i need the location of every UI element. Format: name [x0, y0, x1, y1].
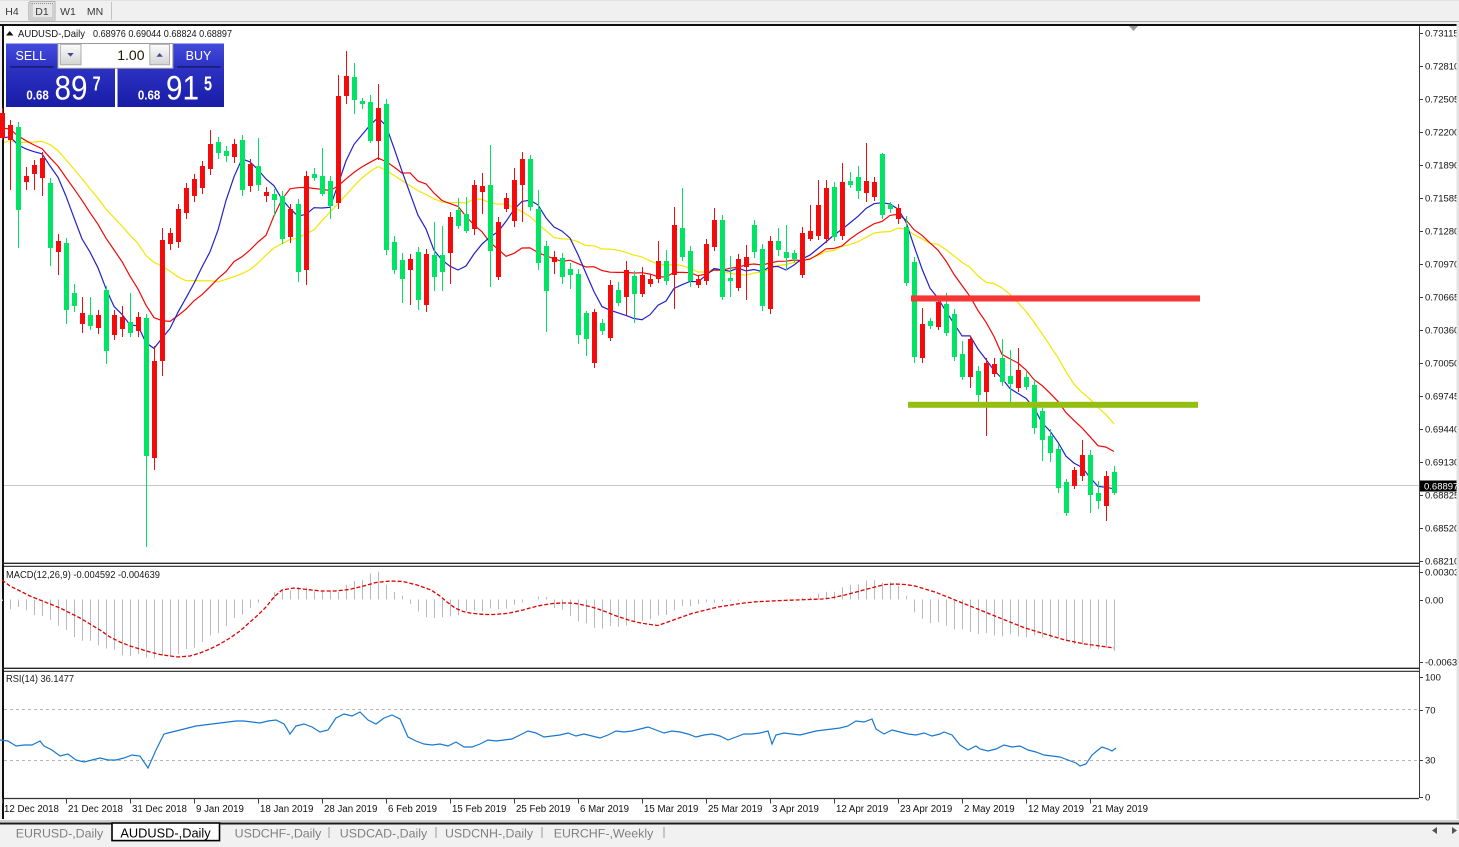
svg-text:RSI(14) 36.1477: RSI(14) 36.1477 — [6, 674, 74, 685]
svg-text:0.70970: 0.70970 — [1425, 260, 1459, 271]
svg-text:25 Mar 2019: 25 Mar 2019 — [708, 804, 762, 815]
svg-text:7: 7 — [93, 73, 101, 95]
svg-text:MN: MN — [87, 6, 103, 18]
svg-text:D1: D1 — [35, 6, 49, 18]
svg-text:2 May 2019: 2 May 2019 — [964, 804, 1015, 815]
svg-text:0.68: 0.68 — [138, 89, 160, 103]
svg-text:0.73115: 0.73115 — [1425, 29, 1459, 40]
svg-text:91: 91 — [166, 70, 199, 108]
svg-text:0.00: 0.00 — [1425, 596, 1444, 607]
svg-text:6 Mar 2019: 6 Mar 2019 — [580, 804, 629, 815]
svg-text:12 Dec 2018: 12 Dec 2018 — [4, 804, 59, 815]
svg-text:28 Jan 2019: 28 Jan 2019 — [324, 804, 377, 815]
svg-text:MACD(12,26,9) -0.004592 -0.004: MACD(12,26,9) -0.004592 -0.004639 — [6, 570, 160, 581]
svg-text:W1: W1 — [60, 6, 76, 18]
svg-text:0.68825: 0.68825 — [1425, 491, 1459, 502]
svg-text:AUDUSD-,Daily: AUDUSD-,Daily — [120, 826, 211, 841]
svg-text:0.69440: 0.69440 — [1425, 425, 1459, 436]
svg-text:21 May 2019: 21 May 2019 — [1092, 804, 1148, 815]
svg-text:0.72505: 0.72505 — [1425, 95, 1459, 106]
svg-text:89: 89 — [55, 70, 88, 108]
svg-text:EURUSD-,Daily: EURUSD-,Daily — [16, 827, 104, 841]
svg-text:0.68976 0.69044 0.68824 0.6889: 0.68976 0.69044 0.68824 0.68897 — [93, 28, 232, 40]
svg-text:USDCHF-,Daily: USDCHF-,Daily — [235, 827, 323, 841]
svg-text:0.68897: 0.68897 — [1424, 482, 1458, 493]
svg-text:30: 30 — [1425, 756, 1436, 767]
svg-text:USDCNH-,Daily: USDCNH-,Daily — [445, 827, 534, 841]
svg-text:0.69130: 0.69130 — [1425, 458, 1459, 469]
svg-text:1.00: 1.00 — [117, 47, 144, 63]
svg-text:0.71280: 0.71280 — [1425, 227, 1459, 238]
svg-text:31 Dec 2018: 31 Dec 2018 — [132, 804, 187, 815]
svg-text:0.68210: 0.68210 — [1425, 557, 1459, 568]
svg-text:EURCHF-,Weekly: EURCHF-,Weekly — [554, 827, 654, 841]
svg-text:0.70360: 0.70360 — [1425, 326, 1459, 337]
svg-text:0.003035: 0.003035 — [1425, 568, 1459, 579]
svg-text:0.71890: 0.71890 — [1425, 161, 1459, 172]
svg-text:5: 5 — [204, 73, 212, 95]
svg-text:0.68: 0.68 — [26, 89, 48, 103]
svg-text:0.69745: 0.69745 — [1425, 392, 1459, 403]
svg-text:100: 100 — [1425, 673, 1441, 684]
svg-text:0.70665: 0.70665 — [1425, 293, 1459, 304]
svg-text:AUDUSD-,Daily: AUDUSD-,Daily — [18, 28, 86, 40]
svg-text:0.68520: 0.68520 — [1425, 524, 1459, 535]
svg-text:23 Apr 2019: 23 Apr 2019 — [900, 804, 952, 815]
svg-text:0.72200: 0.72200 — [1425, 128, 1459, 139]
svg-text:3 Apr 2019: 3 Apr 2019 — [772, 804, 819, 815]
svg-text:6 Feb 2019: 6 Feb 2019 — [388, 804, 437, 815]
svg-text:USDCAD-,Daily: USDCAD-,Daily — [340, 827, 428, 841]
svg-text:21 Dec 2018: 21 Dec 2018 — [68, 804, 123, 815]
svg-text:BUY: BUY — [186, 49, 212, 63]
svg-text:0.70050: 0.70050 — [1425, 359, 1459, 370]
svg-text:15 Mar 2019: 15 Mar 2019 — [644, 804, 698, 815]
svg-text:70: 70 — [1425, 706, 1436, 717]
svg-text:0.71585: 0.71585 — [1425, 194, 1459, 205]
svg-text:SELL: SELL — [16, 49, 47, 63]
svg-text:0: 0 — [1425, 793, 1430, 804]
svg-text:18 Jan 2019: 18 Jan 2019 — [260, 804, 313, 815]
svg-text:12 Apr 2019: 12 Apr 2019 — [836, 804, 888, 815]
svg-text:-0.006317: -0.006317 — [1425, 658, 1459, 669]
svg-text:25 Feb 2019: 25 Feb 2019 — [516, 804, 570, 815]
svg-text:15 Feb 2019: 15 Feb 2019 — [452, 804, 506, 815]
svg-text:0.72810: 0.72810 — [1425, 62, 1459, 73]
svg-text:9 Jan 2019: 9 Jan 2019 — [196, 804, 244, 815]
svg-text:12 May 2019: 12 May 2019 — [1028, 804, 1084, 815]
svg-text:H4: H4 — [5, 6, 19, 18]
